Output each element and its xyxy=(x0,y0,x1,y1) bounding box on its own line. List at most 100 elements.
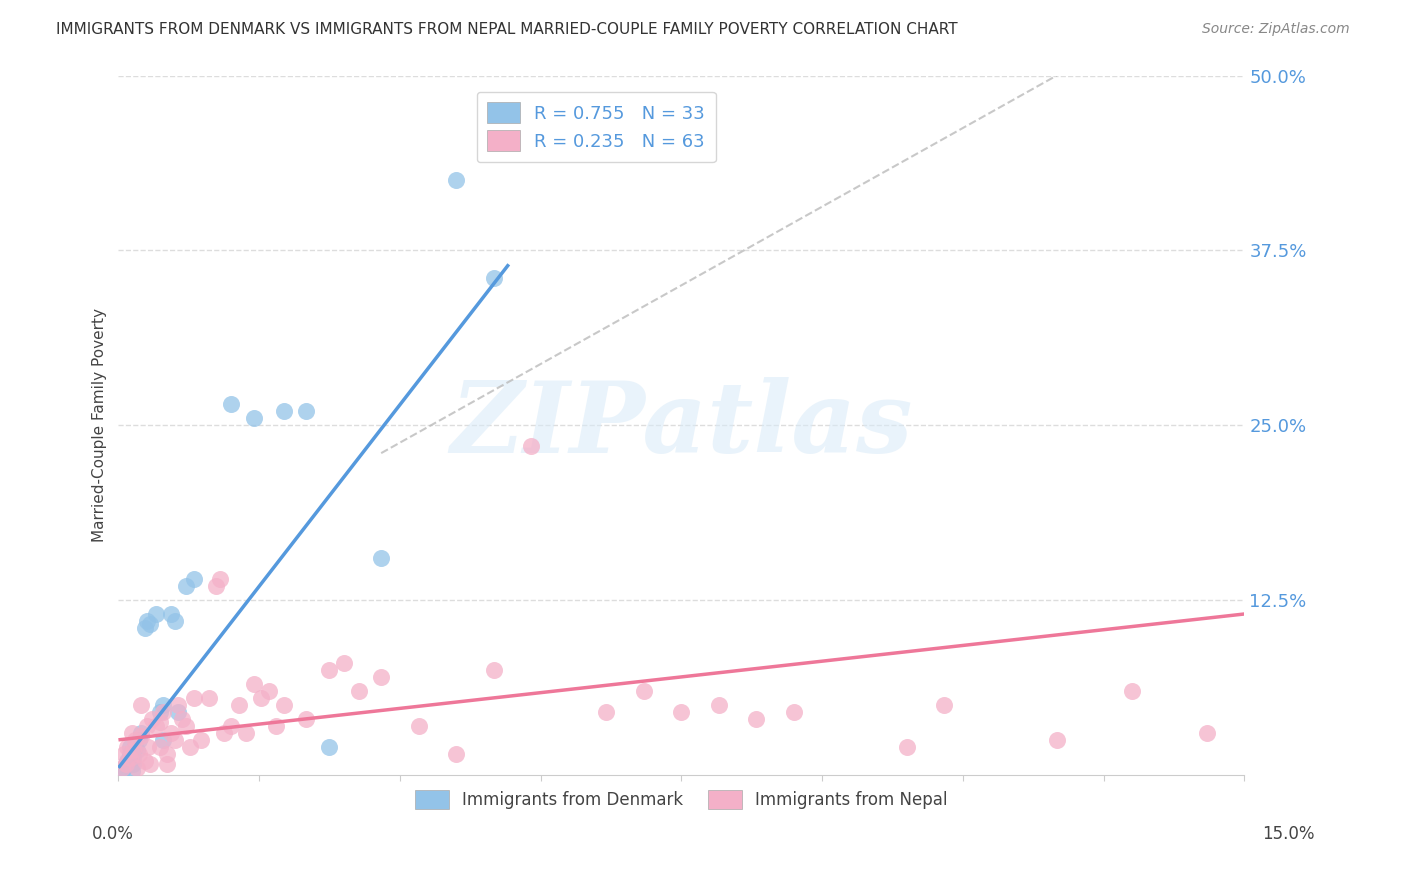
Point xyxy=(370,551,392,566)
Point xyxy=(111,764,134,778)
Point xyxy=(145,607,167,621)
Text: IMMIGRANTS FROM DENMARK VS IMMIGRANTS FROM NEPAL MARRIED-COUPLE FAMILY POVERTY C: IMMIGRANTS FROM DENMARK VS IMMIGRANTS FR… xyxy=(56,22,957,37)
Point xyxy=(482,271,505,285)
Point xyxy=(149,714,172,729)
Point xyxy=(896,739,918,754)
Point xyxy=(1195,726,1218,740)
Point xyxy=(118,747,141,761)
Text: 0.0%: 0.0% xyxy=(91,825,134,843)
Point xyxy=(183,690,205,705)
Point xyxy=(152,732,174,747)
Point xyxy=(115,756,138,771)
Point xyxy=(134,621,156,635)
Legend: Immigrants from Denmark, Immigrants from Nepal: Immigrants from Denmark, Immigrants from… xyxy=(409,783,955,815)
Point xyxy=(295,404,318,418)
Point xyxy=(707,698,730,712)
Point xyxy=(212,726,235,740)
Point xyxy=(138,739,160,754)
Point xyxy=(160,607,183,621)
Point xyxy=(117,739,139,754)
Point xyxy=(149,739,172,754)
Point xyxy=(127,761,149,775)
Point xyxy=(444,173,467,187)
Point xyxy=(482,663,505,677)
Point xyxy=(174,719,197,733)
Point xyxy=(745,712,768,726)
Point xyxy=(156,756,179,771)
Text: 15.0%: 15.0% xyxy=(1263,825,1315,843)
Point xyxy=(141,712,163,726)
Point xyxy=(264,719,287,733)
Point xyxy=(149,705,172,719)
Point xyxy=(250,690,273,705)
Point xyxy=(114,761,136,775)
Point xyxy=(205,579,228,593)
Point xyxy=(128,732,150,747)
Point xyxy=(152,705,174,719)
Y-axis label: Married-Couple Family Poverty: Married-Couple Family Poverty xyxy=(93,308,107,542)
Point xyxy=(163,614,186,628)
Point xyxy=(118,739,141,754)
Point xyxy=(219,719,242,733)
Point xyxy=(671,705,693,719)
Point xyxy=(115,756,138,771)
Point xyxy=(332,656,354,670)
Point xyxy=(129,729,152,743)
Point xyxy=(117,754,139,768)
Text: Source: ZipAtlas.com: Source: ZipAtlas.com xyxy=(1202,22,1350,37)
Point xyxy=(121,726,143,740)
Point xyxy=(228,698,250,712)
Point xyxy=(122,742,145,756)
Point xyxy=(163,732,186,747)
Point xyxy=(167,705,190,719)
Point xyxy=(167,698,190,712)
Point xyxy=(1121,684,1143,698)
Point xyxy=(208,572,231,586)
Point xyxy=(139,756,162,771)
Point xyxy=(172,712,194,726)
Point xyxy=(134,754,156,768)
Point xyxy=(122,751,145,765)
Point xyxy=(257,684,280,698)
Point xyxy=(242,411,264,425)
Point xyxy=(124,732,146,747)
Point xyxy=(124,739,146,754)
Point xyxy=(118,751,141,765)
Point xyxy=(934,698,956,712)
Point xyxy=(273,404,295,418)
Point xyxy=(633,684,655,698)
Point xyxy=(219,397,242,411)
Point xyxy=(444,747,467,761)
Point xyxy=(111,761,134,775)
Text: ZIPatlas: ZIPatlas xyxy=(450,377,912,474)
Point xyxy=(127,742,149,756)
Point xyxy=(114,747,136,761)
Point xyxy=(156,747,179,761)
Point xyxy=(295,712,318,726)
Point xyxy=(174,579,197,593)
Point xyxy=(235,726,257,740)
Point xyxy=(783,705,806,719)
Point xyxy=(318,739,340,754)
Point xyxy=(139,616,162,631)
Point xyxy=(129,698,152,712)
Point xyxy=(152,698,174,712)
Point xyxy=(121,764,143,778)
Point xyxy=(160,726,183,740)
Point xyxy=(179,739,201,754)
Point xyxy=(370,670,392,684)
Point xyxy=(595,705,617,719)
Point xyxy=(122,756,145,771)
Point xyxy=(136,719,159,733)
Point xyxy=(190,732,212,747)
Point xyxy=(129,726,152,740)
Point xyxy=(145,719,167,733)
Point xyxy=(520,439,543,453)
Point xyxy=(273,698,295,712)
Point xyxy=(197,690,219,705)
Point xyxy=(1046,732,1069,747)
Point xyxy=(183,572,205,586)
Point xyxy=(136,614,159,628)
Point xyxy=(242,677,264,691)
Point xyxy=(408,719,430,733)
